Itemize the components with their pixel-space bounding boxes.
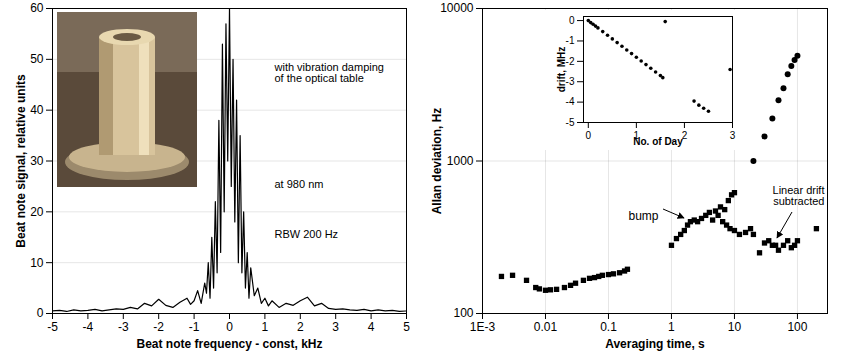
svg-text:100: 100 xyxy=(787,320,807,334)
svg-text:50: 50 xyxy=(30,52,44,66)
svg-text:-2: -2 xyxy=(566,56,575,67)
svg-text:-5: -5 xyxy=(47,320,58,334)
svg-text:-2: -2 xyxy=(153,320,164,334)
svg-text:40: 40 xyxy=(30,103,44,117)
svg-text:5: 5 xyxy=(403,320,410,334)
svg-text:1: 1 xyxy=(668,320,675,334)
svg-text:30: 30 xyxy=(30,154,44,168)
svg-text:3: 3 xyxy=(332,320,339,334)
svg-text:2: 2 xyxy=(297,320,304,334)
svg-text:No. of Day: No. of Day xyxy=(633,136,683,147)
svg-text:0: 0 xyxy=(586,130,592,141)
svg-text:20: 20 xyxy=(30,205,44,219)
svg-text:0.01: 0.01 xyxy=(534,320,558,334)
svg-text:60: 60 xyxy=(30,1,44,15)
svg-text:10000: 10000 xyxy=(440,1,474,15)
svg-text:1000: 1000 xyxy=(447,154,474,168)
svg-text:2: 2 xyxy=(681,129,688,141)
svg-text:-3: -3 xyxy=(118,320,129,334)
svg-text:100: 100 xyxy=(453,306,473,320)
svg-text:RBW 200 Hz: RBW 200 Hz xyxy=(275,228,339,240)
svg-text:with vibration dampingof the o: with vibration dampingof the optical tab… xyxy=(274,61,384,84)
svg-text:drift, MHz: drift, MHz xyxy=(556,47,567,93)
svg-text:at 980 nm: at 980 nm xyxy=(275,178,324,190)
svg-text:-4: -4 xyxy=(83,320,94,334)
svg-text:3: 3 xyxy=(730,130,736,141)
svg-text:-1: -1 xyxy=(189,320,200,334)
svg-text:0: 0 xyxy=(226,320,233,334)
svg-text:1: 1 xyxy=(262,320,269,334)
svg-text:-4: -4 xyxy=(566,96,575,107)
svg-text:Linear driftsubtracted: Linear driftsubtracted xyxy=(773,184,825,207)
svg-text:0: 0 xyxy=(37,306,44,320)
svg-text:0.1: 0.1 xyxy=(600,320,617,334)
svg-text:10: 10 xyxy=(728,320,742,334)
svg-text:4: 4 xyxy=(368,320,375,334)
svg-text:0: 0 xyxy=(569,15,575,26)
svg-text:Allan deviation, Hz: Allan deviation, Hz xyxy=(430,108,444,215)
svg-text:1E-3: 1E-3 xyxy=(470,320,496,334)
svg-text:Beat note signal, relative uni: Beat note signal, relative units xyxy=(14,74,28,248)
svg-text:-1: -1 xyxy=(566,35,575,46)
svg-text:Averaging time, s: Averaging time, s xyxy=(605,337,705,351)
svg-text:-3: -3 xyxy=(566,76,575,87)
svg-text:Beat note frequency - const, k: Beat note frequency - const, kHz xyxy=(136,337,322,351)
svg-text:10: 10 xyxy=(30,256,44,270)
svg-text:-5: -5 xyxy=(566,117,575,128)
svg-text:bump: bump xyxy=(628,209,658,223)
